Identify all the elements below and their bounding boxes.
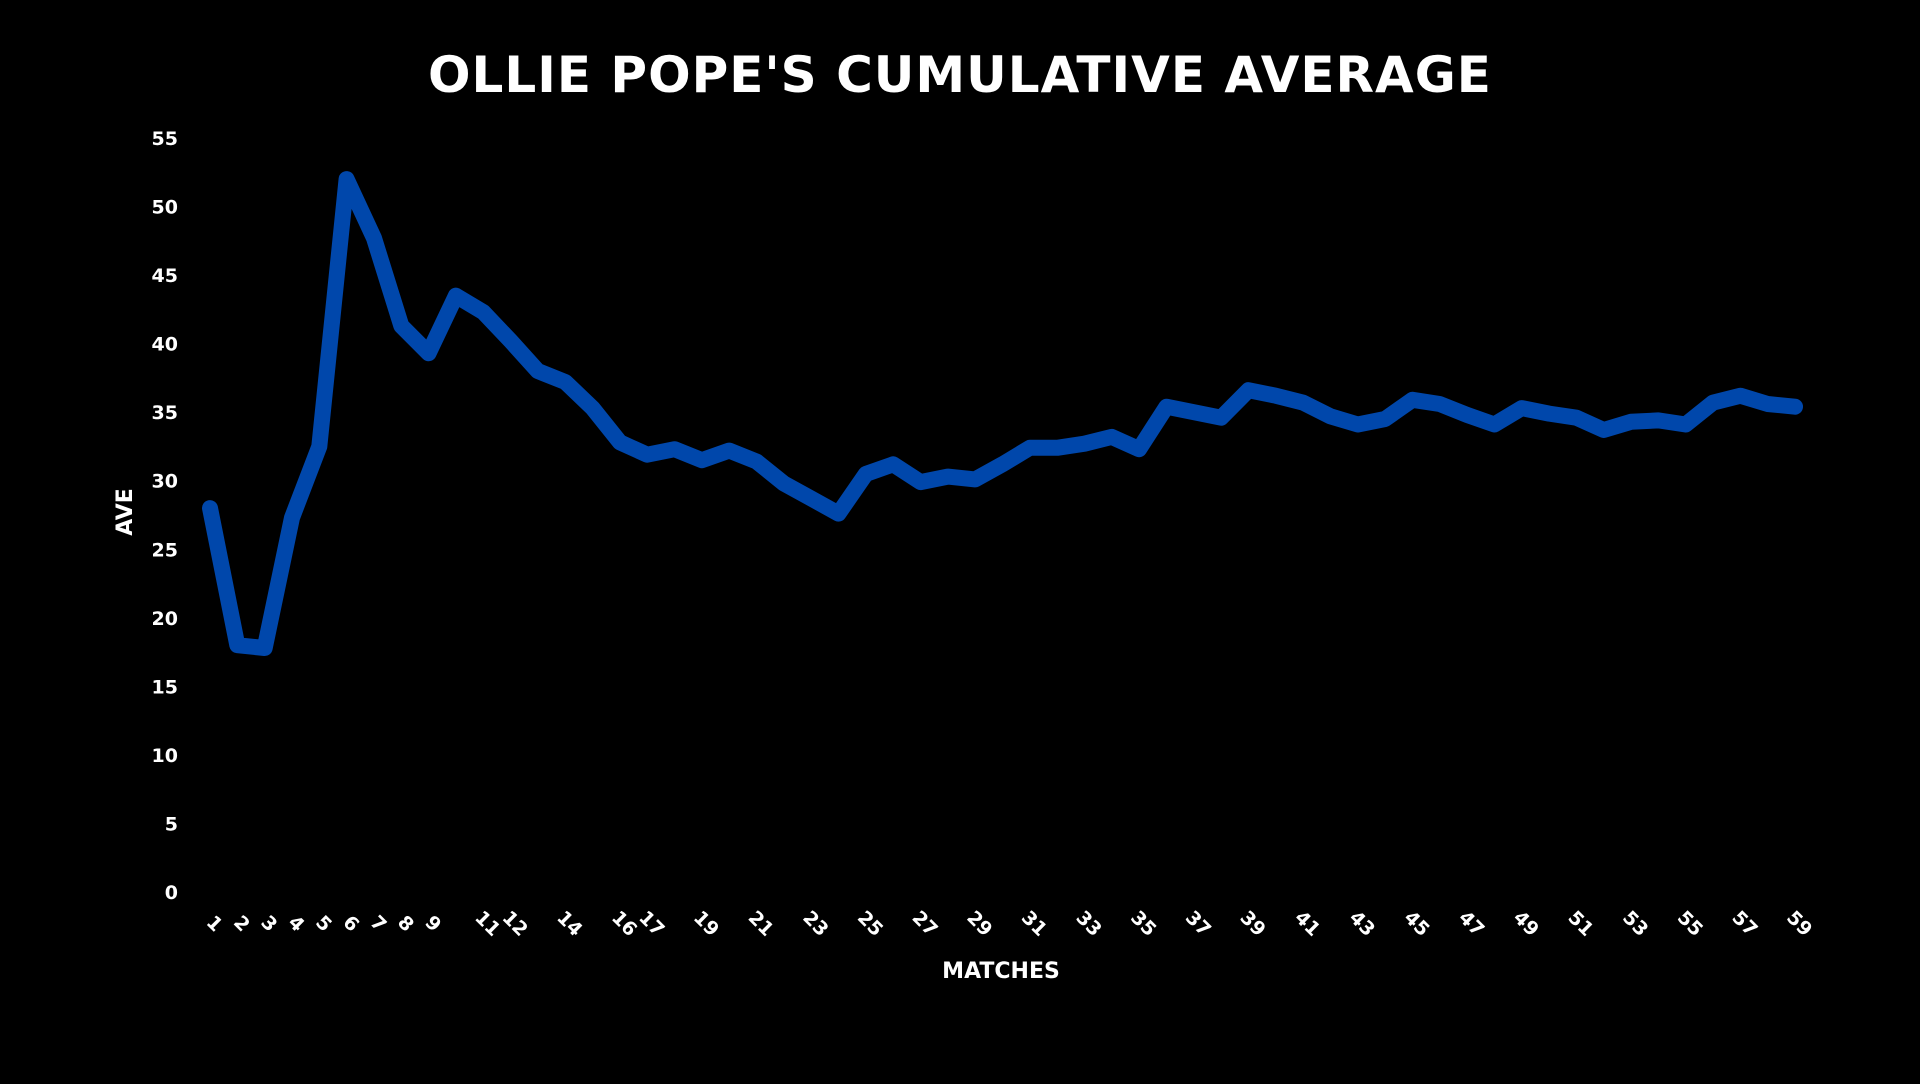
y-tick-label: 10 <box>152 745 178 767</box>
y-tick-label: 20 <box>152 608 178 630</box>
x-axis-label: MATCHES <box>942 959 1060 984</box>
series-layer <box>202 171 1803 656</box>
series-line <box>202 171 1803 656</box>
y-axis-ticks: 0 5 10 15 20 25 30 35 40 45 50 55 <box>152 128 178 904</box>
y-tick-label: 50 <box>152 197 178 219</box>
y-tick-label: 30 <box>152 471 178 493</box>
y-tick-label: 35 <box>152 402 178 424</box>
y-tick-label: 40 <box>152 334 178 356</box>
y-tick-label: 15 <box>152 676 178 698</box>
y-axis-label: AVE <box>113 488 138 536</box>
chart-title: OLLIE POPE'S CUMULATIVE AVERAGE <box>428 46 1492 104</box>
y-tick-label: 55 <box>152 128 178 150</box>
y-tick-label: 25 <box>152 539 178 561</box>
y-tick-label: 45 <box>152 265 178 287</box>
y-tick-label: 0 <box>165 882 178 904</box>
y-tick-label: 5 <box>165 813 178 835</box>
